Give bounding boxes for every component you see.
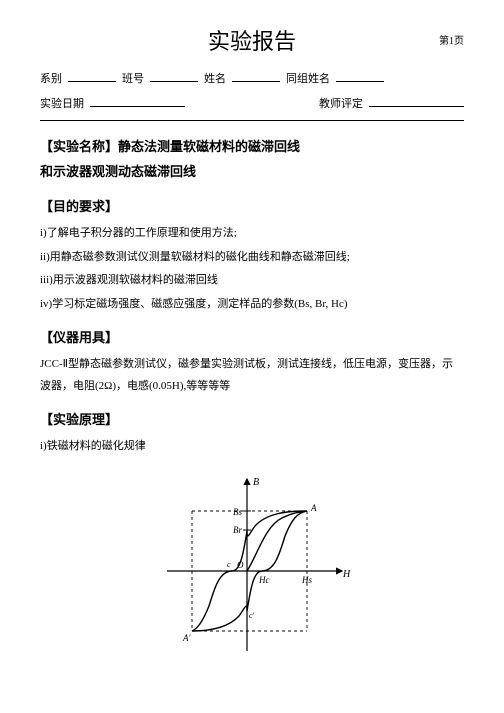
hysteresis-chart: B H Bs Br A A' O Hc Hs c c' [40, 471, 464, 661]
purpose-item-4: iv)学习标定磁场强度、磁感应强度，测定样品的参数(Bs, Br, Hc) [40, 294, 464, 315]
purpose-item-2: ii)用静态磁参数测试仪测量软磁材料的磁化曲线和静态磁滞回线; [40, 247, 464, 268]
date-label: 实验日期 [40, 95, 84, 111]
page-title: 实验报告 [208, 24, 296, 56]
instruments-heading: 【仪器用具】 [40, 327, 464, 346]
name-blank [232, 70, 280, 82]
initial-curve [247, 511, 307, 571]
exp-name-label: 【实验名称】 [40, 139, 118, 154]
label-Br: Br [233, 525, 242, 535]
label-c: c [227, 560, 231, 569]
dept-blank [68, 70, 116, 82]
principle-item-1: i)铁磁材料的磁化规律 [40, 436, 464, 457]
page-number: 第1页 [439, 32, 464, 47]
label-cprime: c' [249, 611, 255, 620]
label-Hs: Hs [301, 575, 312, 585]
purpose-item-3: iii)用示波器观测软磁材料的磁滞回线 [40, 270, 464, 291]
teacher-blank [369, 95, 464, 107]
label-B: B [253, 477, 259, 488]
label-Hc: Hc [258, 575, 270, 585]
group-blank [336, 70, 384, 82]
experiment-name: 【实验名称】静态法测量软磁材料的磁滞回线 和示波器观测动态磁滞回线 [40, 135, 464, 184]
dept-label: 系别 [40, 70, 62, 86]
purpose-item-1: i)了解电子积分器的工作原理和使用方法; [40, 223, 464, 244]
label-H: H [342, 569, 351, 580]
class-label: 班号 [122, 70, 144, 86]
instruments-text: JCC-Ⅱ型静态磁参数测试仪，磁参量实验测试板，测试连接线，低压电源，变压器，示… [40, 354, 464, 397]
group-label: 同组姓名 [286, 70, 330, 86]
form-row-2: 实验日期 教师评定 [40, 95, 464, 111]
exp-name-line1: 静态法测量软磁材料的磁滞回线 [118, 139, 300, 154]
teacher-label: 教师评定 [319, 95, 363, 111]
date-blank [90, 95, 185, 107]
exp-name-line2: 和示波器观测动态磁滞回线 [40, 164, 196, 179]
name-label: 姓名 [204, 70, 226, 86]
label-O: O [237, 560, 244, 570]
label-Bs: Bs [233, 507, 242, 517]
principle-heading: 【实验原理】 [40, 409, 464, 428]
label-A: A [310, 503, 317, 513]
class-blank [150, 70, 198, 82]
form-row-1: 系别 班号 姓名 同组姓名 [40, 70, 464, 86]
label-Aprime: A' [182, 633, 191, 643]
purpose-heading: 【目的要求】 [40, 196, 464, 215]
divider [40, 120, 464, 121]
